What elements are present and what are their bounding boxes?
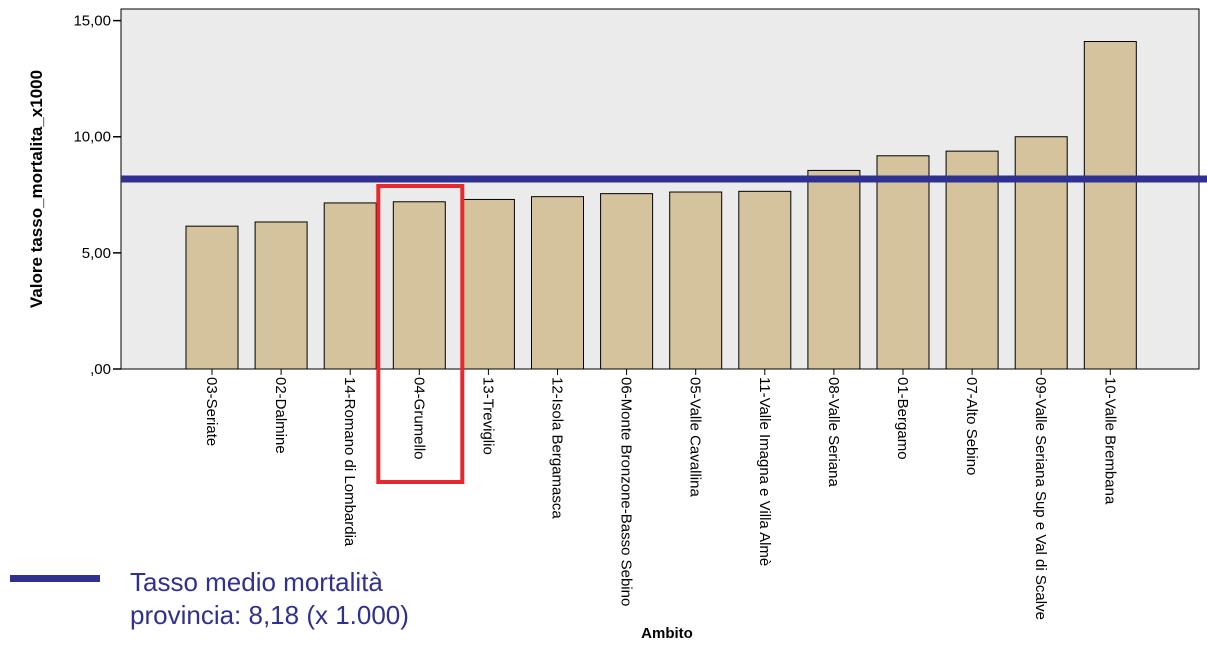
bar [392,201,446,370]
bar [1083,41,1137,370]
category-label: 01-Bergamo [894,377,911,460]
y-tick-label: ,00 [90,361,111,378]
category-label: 09-Valle Seriana Sup e Val di Scalve [1032,377,1049,620]
bar [531,196,584,370]
bar [254,221,308,370]
legend-line-swatch [10,575,100,582]
category-label: 04-Grumello [410,377,427,460]
highlight-box [376,184,465,484]
y-tick-label: 15,00 [73,13,111,30]
category-label: 12-Isola Bergamasca [549,377,566,519]
category-label: 02-Dalmine [272,377,289,454]
category-label: 11-Valle Imagna e Villa Almè [756,377,773,566]
category-label: 10-Valle Brembana [1101,377,1118,505]
category-label: 05-Valle Cavallina [687,377,704,497]
category-label: 13-Treviglio [479,377,496,455]
bar [323,202,377,370]
y-axis-title: Valore tasso_mortalita_x1000 [27,70,46,308]
bar [1014,136,1068,370]
bar [461,198,515,370]
y-axis: ,00 5,00 10,00 15,00 [73,13,121,378]
category-label: 03-Seriate [203,377,220,446]
x-axis: 03-Seriate 02-Dalmine 14-Romano di Lombard… [203,369,1118,620]
bar [807,169,861,370]
bar [738,190,792,370]
bar [945,150,999,370]
category-label: 14-Romano di Lombardia [341,377,358,547]
x-axis-title: Ambito [641,625,693,642]
y-tick-label: 10,00 [73,129,111,146]
bar [185,225,239,370]
y-tick-label: 5,00 [82,245,111,262]
category-label: 06-Monte Bronzone-Basso Sebino [618,377,635,606]
legend-text: Tasso medio mortalità provincia: 8,18 (x… [130,567,409,630]
category-label: 08-Valle Seriana [825,377,842,487]
category-label: 07-Alto Sebino [963,377,980,475]
bar [600,193,654,370]
bar [669,191,723,370]
bar [876,155,930,370]
bars [185,41,1137,370]
